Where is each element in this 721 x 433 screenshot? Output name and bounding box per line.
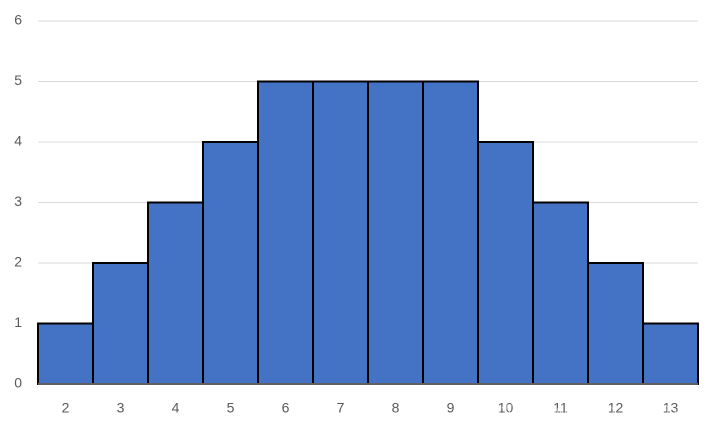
y-tick-label: 6	[14, 12, 22, 28]
y-tick-label: 3	[14, 193, 22, 209]
bar	[532, 201, 589, 385]
x-tick-label: 6	[282, 400, 290, 416]
x-tick-label: 4	[172, 400, 180, 416]
watermark: https://blog.csdn.net/qq_43552967	[470, 402, 685, 418]
bar	[257, 80, 314, 385]
x-tick-label: 2	[62, 400, 70, 416]
x-tick-label: 13	[663, 400, 679, 416]
bar	[367, 80, 424, 385]
x-tick-label: 9	[447, 400, 455, 416]
bar	[477, 141, 534, 385]
bar	[92, 262, 149, 385]
x-tick-label: 3	[117, 400, 125, 416]
bar	[312, 80, 369, 385]
bar	[37, 322, 94, 385]
bar	[202, 141, 259, 385]
x-tick-label: 8	[392, 400, 400, 416]
bar	[147, 201, 204, 385]
y-tick-label: 5	[14, 72, 22, 88]
x-tick-label: 11	[553, 400, 568, 416]
y-tick-label: 4	[14, 133, 22, 149]
x-tick-label: 7	[337, 400, 345, 416]
bar	[587, 262, 644, 385]
x-tick-label: 10	[498, 400, 514, 416]
y-tick-label: 1	[14, 314, 22, 330]
bar	[422, 80, 479, 385]
x-tick-label: 5	[227, 400, 235, 416]
bar	[642, 322, 699, 385]
y-tick-label: 2	[14, 254, 22, 270]
y-tick-label: 0	[14, 375, 22, 391]
x-tick-label: 12	[608, 400, 624, 416]
